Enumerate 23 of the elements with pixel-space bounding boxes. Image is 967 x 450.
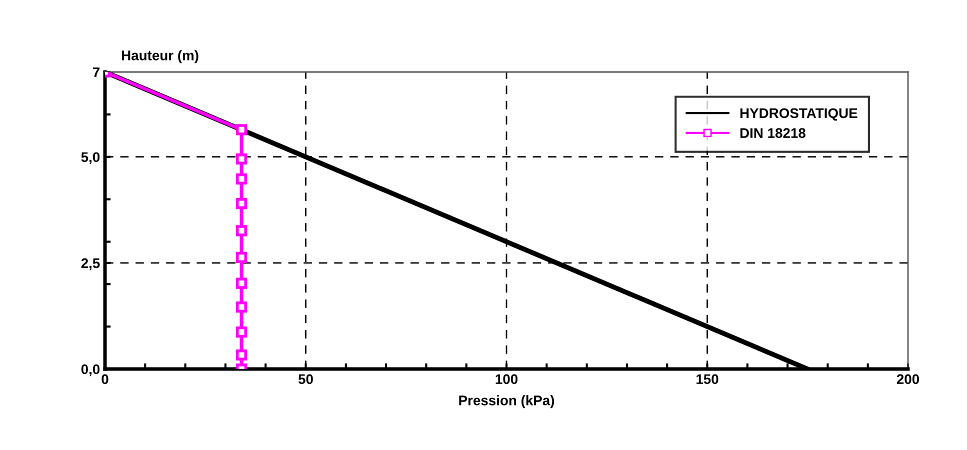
x-tick-label: 200 bbox=[896, 374, 920, 384]
y-tick-label: 5,0 bbox=[81, 152, 100, 164]
x-tick-label: 150 bbox=[696, 374, 718, 384]
legend-label: DIN 18218 bbox=[740, 128, 806, 138]
point bbox=[236, 153, 248, 165]
point bbox=[236, 198, 248, 210]
y-tick-label: 7 bbox=[93, 67, 100, 78]
x-tick-label: 0 bbox=[102, 374, 108, 384]
point bbox=[236, 225, 248, 236]
point bbox=[236, 252, 248, 263]
point bbox=[236, 301, 248, 313]
point bbox=[236, 173, 248, 184]
point bbox=[236, 278, 248, 289]
y-tick-label: 2,5 bbox=[81, 258, 100, 270]
point bbox=[236, 124, 248, 136]
legend-label: HYDROSTATIQUE bbox=[740, 108, 858, 121]
x-axis-title: Pression (kPa) bbox=[459, 395, 554, 408]
x-tick-label: 50 bbox=[298, 374, 313, 384]
point bbox=[236, 326, 248, 338]
y-tick-label: 0,0 bbox=[81, 364, 100, 376]
x-tick-label: 100 bbox=[496, 374, 518, 384]
point bbox=[236, 349, 248, 361]
y-axis-title: Hauteur (m) bbox=[122, 50, 198, 64]
